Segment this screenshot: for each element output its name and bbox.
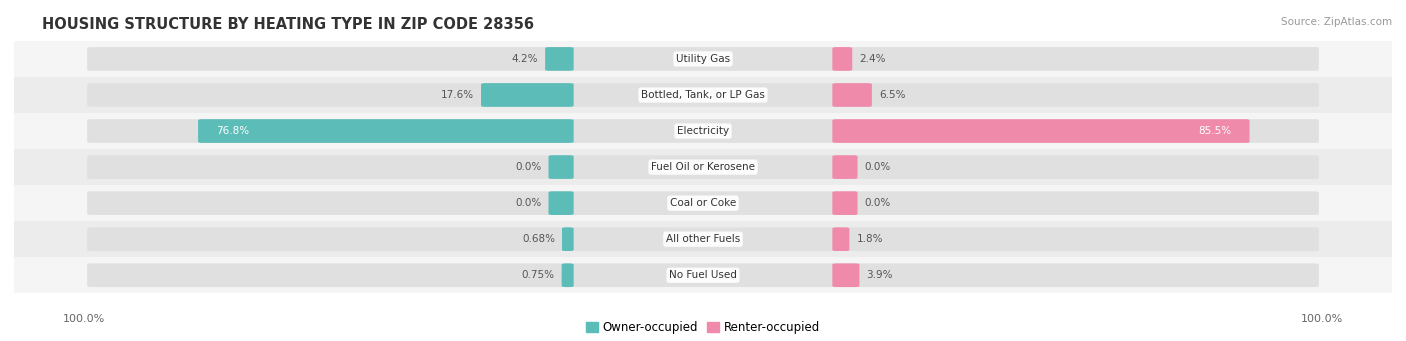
Text: Fuel Oil or Kerosene: Fuel Oil or Kerosene <box>651 162 755 172</box>
FancyBboxPatch shape <box>548 155 574 179</box>
Text: Electricity: Electricity <box>676 126 730 136</box>
FancyBboxPatch shape <box>198 119 574 143</box>
FancyBboxPatch shape <box>562 227 574 251</box>
FancyBboxPatch shape <box>87 263 1319 287</box>
FancyBboxPatch shape <box>87 227 1319 251</box>
Text: 17.6%: 17.6% <box>441 90 474 100</box>
FancyBboxPatch shape <box>546 47 574 71</box>
FancyBboxPatch shape <box>14 41 1392 77</box>
Text: No Fuel Used: No Fuel Used <box>669 270 737 280</box>
Text: 0.0%: 0.0% <box>515 162 541 172</box>
Text: Source: ZipAtlas.com: Source: ZipAtlas.com <box>1281 17 1392 27</box>
Text: HOUSING STRUCTURE BY HEATING TYPE IN ZIP CODE 28356: HOUSING STRUCTURE BY HEATING TYPE IN ZIP… <box>42 17 534 32</box>
Text: 0.0%: 0.0% <box>515 198 541 208</box>
FancyBboxPatch shape <box>14 149 1392 185</box>
FancyBboxPatch shape <box>832 263 859 287</box>
Text: Utility Gas: Utility Gas <box>676 54 730 64</box>
Text: 0.75%: 0.75% <box>522 270 554 280</box>
Legend: Owner-occupied, Renter-occupied: Owner-occupied, Renter-occupied <box>581 316 825 339</box>
Text: 3.9%: 3.9% <box>866 270 893 280</box>
Text: 2.4%: 2.4% <box>859 54 886 64</box>
FancyBboxPatch shape <box>832 83 872 107</box>
Text: 1.8%: 1.8% <box>856 234 883 244</box>
FancyBboxPatch shape <box>481 83 574 107</box>
FancyBboxPatch shape <box>87 191 1319 215</box>
FancyBboxPatch shape <box>832 155 858 179</box>
Text: 100.0%: 100.0% <box>1301 314 1343 324</box>
FancyBboxPatch shape <box>14 257 1392 293</box>
FancyBboxPatch shape <box>832 47 852 71</box>
FancyBboxPatch shape <box>87 119 1319 143</box>
FancyBboxPatch shape <box>87 47 1319 71</box>
FancyBboxPatch shape <box>87 83 1319 107</box>
FancyBboxPatch shape <box>14 185 1392 221</box>
FancyBboxPatch shape <box>548 191 574 215</box>
Text: All other Fuels: All other Fuels <box>666 234 740 244</box>
FancyBboxPatch shape <box>832 119 1250 143</box>
FancyBboxPatch shape <box>561 263 574 287</box>
Text: 85.5%: 85.5% <box>1198 126 1232 136</box>
Text: 0.0%: 0.0% <box>865 198 891 208</box>
Text: 76.8%: 76.8% <box>217 126 249 136</box>
FancyBboxPatch shape <box>87 155 1319 179</box>
FancyBboxPatch shape <box>14 221 1392 257</box>
FancyBboxPatch shape <box>832 191 858 215</box>
Text: 0.0%: 0.0% <box>865 162 891 172</box>
Text: 6.5%: 6.5% <box>879 90 905 100</box>
Text: 100.0%: 100.0% <box>63 314 105 324</box>
Text: 0.68%: 0.68% <box>522 234 555 244</box>
FancyBboxPatch shape <box>14 113 1392 149</box>
Text: Bottled, Tank, or LP Gas: Bottled, Tank, or LP Gas <box>641 90 765 100</box>
FancyBboxPatch shape <box>832 227 849 251</box>
FancyBboxPatch shape <box>14 77 1392 113</box>
Text: 4.2%: 4.2% <box>512 54 538 64</box>
Text: Coal or Coke: Coal or Coke <box>669 198 737 208</box>
